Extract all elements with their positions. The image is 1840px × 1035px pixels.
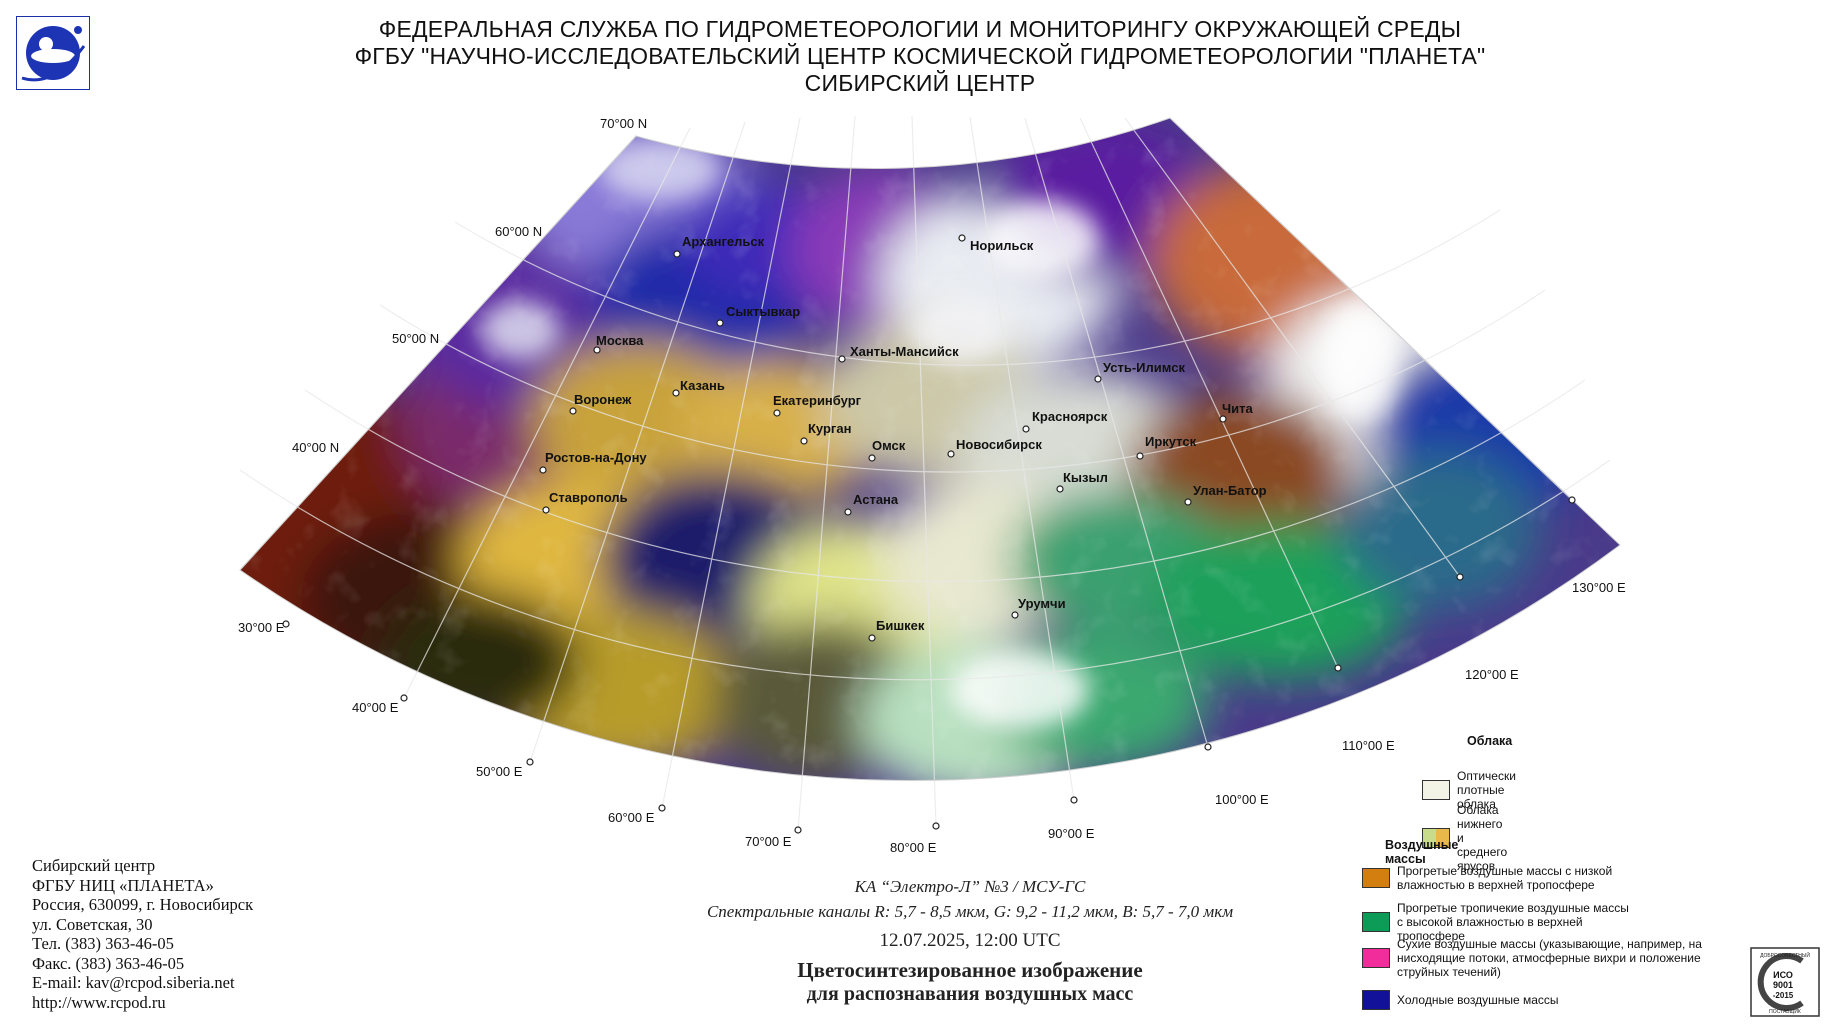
city-norilsk: Норильск (970, 238, 1034, 253)
city-irkutsk: Иркутск (1145, 434, 1197, 449)
caption-channels: Спектральные каналы R: 5,7 - 8,5 мкм, G:… (706, 902, 1234, 921)
lon-label-130: 130°00 E (1572, 580, 1626, 595)
lat-label-70: 70°00 N (600, 116, 647, 131)
lat-label-40: 40°00 N (292, 440, 339, 455)
city-krasnoyarsk: Красноярск (1032, 409, 1108, 424)
legend-text-cold: Холодные воздушные массы (1397, 993, 1559, 1007)
lon-label-120: 120°00 E (1465, 667, 1519, 682)
city-chita: Чита (1222, 401, 1253, 416)
lon-label-50: 50°00 E (476, 764, 523, 779)
graticule (239, 115, 1611, 831)
legend-item-dense-clouds: Оптически плотные облака (1422, 769, 1516, 811)
city-rostov-na-donu: Ростов-на-Дону (545, 450, 647, 465)
legend-swatch-dry (1362, 948, 1390, 968)
lon-ticks (282, 496, 1576, 834)
org-street: ул. Советская, 30 (32, 914, 153, 934)
legend-item-warm-humid: Прогретые тропичекие воздушные массы с в… (1362, 901, 1742, 943)
legend-masses-title: Воздушные массы (1385, 838, 1459, 866)
city-khanty-mansiysk: Ханты-Мансийск (850, 344, 959, 359)
org-name: Сибирский центр (32, 856, 156, 875)
map-border (239, 117, 1621, 781)
iso-top-text: ДОБРОСОВЕСТНЫЙ (1760, 951, 1810, 959)
city-kurgan: Курган (808, 421, 851, 436)
lat-label-50: 50°00 N (392, 331, 439, 346)
city-ust-ilimsk: Усть-Илимск (1103, 360, 1185, 375)
city-stavropol: Ставрополь (549, 490, 628, 505)
lat-label-60: 60°00 N (495, 224, 542, 239)
organization-info: Сибирский центр ФГБУ НИЦ «ПЛАНЕТА» Росси… (32, 856, 253, 1012)
org-city: Россия, 630099, г. Новосибирск (32, 895, 254, 914)
city-omsk: Омск (872, 438, 906, 453)
legend-item-warm-dry: Прогретые воздушные массы с низкой влажн… (1362, 864, 1742, 892)
org-phone: Тел. (383) 363-46-05 (32, 934, 174, 953)
legend-item-cold: Холодные воздушные массы (1362, 990, 1742, 1010)
org-fax: Факс. (383) 363-46-05 (32, 953, 185, 973)
legend-swatch-lowmid (1422, 828, 1450, 848)
city-voronezh: Воронеж (574, 392, 632, 407)
city-kazan: Казань (680, 378, 725, 393)
org-institution: ФГБУ НИЦ «ПЛАНЕТА» (32, 875, 214, 895)
lon-label-90: 90°00 E (1048, 826, 1095, 841)
legend-item-dry: Сухие воздушные массы (указывающие, напр… (1362, 937, 1742, 979)
caption-datetime: 12.07.2025, 12:00 UTC (879, 930, 1061, 951)
legend-swatch-dense (1422, 780, 1450, 800)
city-ulan-bator: Улан-Батор (1193, 483, 1267, 498)
lon-label-60: 60°00 E (608, 810, 655, 825)
iso-line3: -2015 (1773, 991, 1794, 1000)
lon-label-70: 70°00 E (745, 834, 792, 849)
iso-bottom-text: ПОСТАВЩИК (1769, 1009, 1801, 1015)
org-email[interactable]: E-mail: kav@rcpod.siberia.net (32, 973, 235, 992)
city-bishkek: Бишкек (876, 618, 925, 633)
city-syktyvkar: Сыктывкар (726, 304, 800, 319)
city-astana: Астана (853, 492, 899, 507)
header-line2: ФГБУ "НАУЧНО-ИССЛЕДОВАТЕЛЬСКИЙ ЦЕНТР КОС… (354, 43, 1486, 69)
lon-label-30: 30°00 E (238, 620, 285, 635)
legend-text-warm-humid: Прогретые тропичекие воздушные массы с в… (1397, 901, 1629, 943)
legend-text-warm-dry: Прогретые воздушные массы с низкой влажн… (1397, 864, 1613, 892)
legend-clouds-title: Облака (1467, 734, 1513, 748)
lon-label-80: 80°00 E (890, 840, 937, 855)
city-kyzyl: Кызыл (1063, 470, 1108, 485)
city-urumqi: Урумчи (1018, 596, 1066, 611)
lon-label-110: 110°00 E (1342, 738, 1395, 753)
legend-swatch-cold (1362, 990, 1390, 1010)
city-arkhangelsk: Архангельск (682, 234, 765, 249)
legend-text-lowmid: Облака нижнего и среднего ярусов (1457, 803, 1508, 873)
legend-swatch-warm-humid (1362, 912, 1390, 932)
city-ekaterinburg: Екатеринбург (773, 393, 862, 408)
header-line1: ФЕДЕРАЛЬНАЯ СЛУЖБА ПО ГИДРОМЕТЕОРОЛОГИИ … (378, 16, 1462, 42)
lon-label-40: 40°00 E (352, 700, 399, 715)
iso-line1: ИСО (1773, 970, 1793, 980)
legend-text-dry: Сухие воздушные массы (указывающие, напр… (1397, 937, 1702, 979)
iso-certification-badge-icon: ДОБРОСОВЕСТНЫЙ ИСО 9001 -2015 ПОСТАВЩИК (1750, 947, 1820, 1017)
legend-swatch-warm-dry (1362, 868, 1390, 888)
city-markers (539, 234, 1227, 642)
map-imagery (240, 118, 1620, 781)
legend-item-lowmid-clouds: Облака нижнего и среднего ярусов (1422, 803, 1507, 873)
org-website[interactable]: http://www.rcpod.ru (32, 992, 166, 1012)
city-novosibirsk: Новосибирск (956, 437, 1042, 452)
caption-title-line1: Цветосинтезированное изображение (797, 958, 1143, 982)
iso-line2: 9001 (1773, 980, 1793, 990)
caption-satellite: КА “Электро-Л” №3 / МСУ-ГС (854, 877, 1086, 896)
header: ФЕДЕРАЛЬНАЯ СЛУЖБА ПО ГИДРОМЕТЕОРОЛОГИИ … (0, 16, 1840, 97)
lon-label-100: 100°00 E (1215, 792, 1269, 807)
header-line3: СИБИРСКИЙ ЦЕНТР (804, 70, 1036, 96)
legend-text-dense: Оптически плотные облака (1457, 769, 1516, 811)
planeta-logo-icon (16, 16, 90, 90)
caption-title-line2: для распознавания воздушных масс (806, 983, 1134, 1005)
city-moskva: Москва (596, 333, 644, 348)
